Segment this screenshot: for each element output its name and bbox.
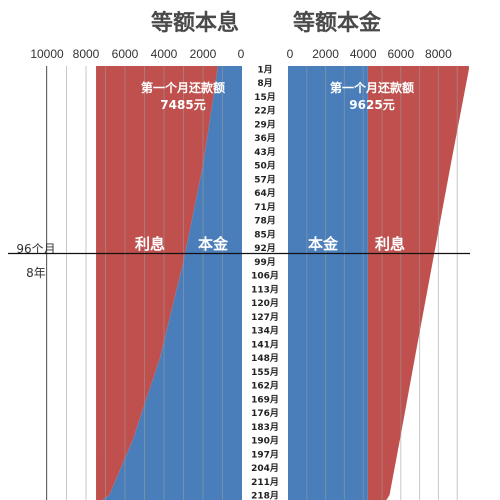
month-label: 197月: [251, 449, 279, 460]
left-first-month-value: 7485元: [160, 98, 205, 112]
right-tick-label: 8000: [425, 47, 452, 61]
right-tick-label: 2000: [312, 47, 339, 61]
grid-layer: [46, 66, 458, 500]
tick-label-layer: 10000 8000 6000 4000 2000 0 0 2000 4000 6000 8000: [30, 47, 452, 61]
left-principal-label: 本金: [198, 235, 229, 253]
month-label: 1月: [257, 65, 272, 76]
left-interest-area: [96, 66, 218, 500]
area-layer: [96, 66, 469, 500]
month-label: 183月: [251, 422, 279, 433]
right-principal-area: [288, 66, 368, 500]
right-tick-label: 6000: [387, 47, 414, 61]
month-label: 127月: [251, 312, 279, 323]
left-tick-label: 0: [238, 47, 245, 61]
month-label: 57月: [254, 174, 276, 185]
month-label: 15月: [254, 92, 276, 103]
month-label: 22月: [254, 106, 276, 117]
month-label: 113月: [251, 284, 279, 295]
right-first-month-value: 9625元: [349, 98, 394, 112]
month-label: 169月: [251, 394, 279, 405]
month-label: 204月: [251, 463, 279, 474]
month-label: 43月: [254, 147, 276, 158]
right-principal-label: 本金: [308, 235, 339, 253]
month-label: 92月: [254, 243, 276, 254]
month-label: 218月: [251, 491, 279, 500]
month-label: 50月: [254, 161, 276, 172]
left-tick-label: 6000: [112, 47, 139, 61]
left-tick-label: 10000: [30, 47, 64, 61]
month-label: 29月: [254, 119, 276, 130]
month-label: 155月: [251, 367, 279, 378]
month-label: 176月: [251, 408, 279, 419]
month-label: 211月: [251, 477, 279, 488]
month-label: 85月: [254, 229, 276, 240]
right-tick-label: 0: [287, 47, 294, 61]
left-tick-label: 2000: [190, 47, 217, 61]
left-interest-label: 利息: [135, 235, 165, 253]
month-label: 190月: [251, 436, 279, 447]
month-label: 148月: [251, 353, 279, 364]
month-label: 99月: [254, 257, 276, 268]
month-label: 64月: [254, 188, 276, 199]
text-layer: 等额本息 等额本金 第一个月还款额 7485元 第一个月还款额 9625元 利息…: [16, 10, 414, 280]
month-label: 141月: [251, 339, 279, 350]
left-first-month-text: 第一个月还款额: [141, 80, 225, 95]
right-interest-area: [367, 66, 469, 500]
marker-months-label: 96个月: [16, 242, 55, 256]
month-label: 162月: [251, 381, 279, 392]
month-label: 120月: [251, 298, 279, 309]
month-label: 106月: [251, 271, 279, 282]
right-interest-label: 利息: [375, 235, 405, 253]
right-tick-label: 4000: [350, 47, 377, 61]
left-tick-label: 8000: [73, 47, 100, 61]
month-label: 36月: [254, 133, 276, 144]
marker-years-label: 8年: [26, 266, 46, 280]
left-tick-label: 4000: [151, 47, 178, 61]
month-label: 71月: [254, 202, 276, 213]
month-label-layer: 1月 8月 15月 22月 29月 36月 43月 50月 57月 64月 71月 78月 85月 92月…: [251, 65, 279, 500]
month-label: 134月: [251, 326, 279, 337]
right-chart-title: 等额本金: [293, 10, 382, 36]
left-principal-area: [102, 66, 242, 500]
month-label: 8月: [257, 78, 272, 89]
left-chart-title: 等额本息: [151, 10, 239, 36]
right-first-month-text: 第一个月还款额: [330, 80, 414, 95]
month-label: 78月: [254, 216, 276, 227]
